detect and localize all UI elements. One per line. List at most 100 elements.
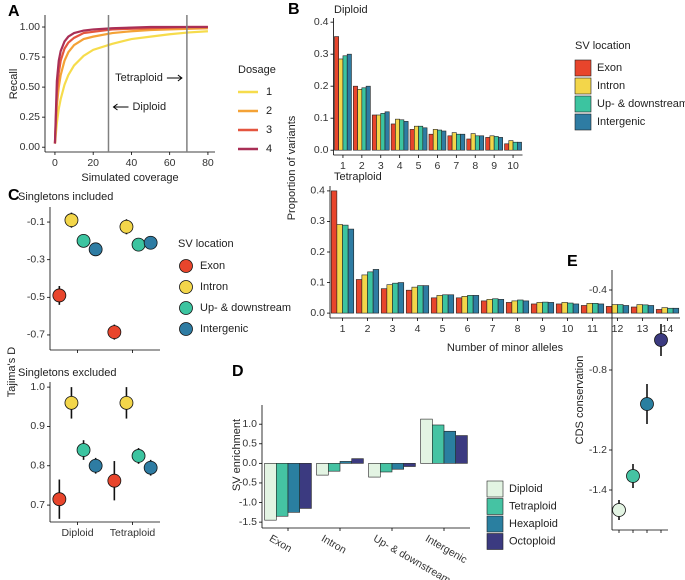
y-axis-label: Recall bbox=[8, 69, 20, 100]
x-tick-label: 20 bbox=[87, 157, 99, 169]
bar bbox=[422, 285, 430, 314]
x-tick-label: 5 bbox=[440, 323, 446, 335]
x-tick-label: 0 bbox=[52, 157, 58, 169]
legend-swatch bbox=[486, 498, 504, 515]
bar bbox=[561, 302, 568, 314]
bar bbox=[380, 288, 388, 314]
bar bbox=[455, 435, 468, 464]
bar bbox=[630, 306, 638, 314]
bar bbox=[472, 295, 480, 314]
x-tick-label: 8 bbox=[515, 323, 521, 335]
panel-label: A bbox=[8, 3, 20, 20]
x-tick-label: Intron bbox=[319, 533, 348, 557]
bar bbox=[436, 295, 443, 314]
bar bbox=[365, 85, 371, 151]
bar bbox=[399, 119, 405, 151]
arrow bbox=[112, 103, 129, 111]
legend-title: SV location bbox=[575, 40, 631, 52]
bar bbox=[327, 463, 341, 472]
bar bbox=[330, 190, 338, 314]
line-series bbox=[53, 27, 208, 144]
bar bbox=[409, 129, 415, 151]
bar bbox=[334, 36, 339, 151]
legend-label: Up- & downstream bbox=[200, 302, 291, 314]
bar bbox=[460, 133, 466, 151]
y-tick-label: -0.5 bbox=[27, 291, 45, 303]
y-tick-label: -0.8 bbox=[589, 364, 607, 376]
point bbox=[88, 242, 103, 257]
bar bbox=[572, 303, 580, 314]
point bbox=[131, 449, 146, 463]
legend-label: Up- & downstream bbox=[597, 98, 685, 110]
y-tick-label: -1.5 bbox=[239, 516, 257, 528]
x-tick-label: 3 bbox=[378, 160, 384, 172]
bar bbox=[355, 279, 363, 314]
x-tick-label: Intergenic bbox=[423, 533, 469, 566]
point bbox=[143, 235, 158, 250]
bar bbox=[405, 289, 413, 314]
bar bbox=[346, 53, 352, 151]
y-tick-label: 0.00 bbox=[20, 141, 41, 153]
y-tick-label: -1.0 bbox=[239, 496, 257, 508]
bar bbox=[368, 463, 381, 478]
bar bbox=[622, 305, 630, 314]
bar bbox=[580, 305, 588, 314]
legend-title: Dosage bbox=[238, 64, 276, 76]
bar bbox=[351, 458, 364, 464]
x-tick-label: 8 bbox=[472, 160, 478, 172]
bar bbox=[486, 299, 493, 314]
bar bbox=[353, 85, 358, 151]
x-tick-label: 4 bbox=[415, 323, 421, 335]
bar bbox=[338, 58, 344, 151]
bar bbox=[489, 135, 495, 151]
bar bbox=[379, 463, 393, 473]
y-tick-label: -0.3 bbox=[27, 253, 45, 265]
bar bbox=[386, 284, 393, 314]
x-tick-label: Diploid bbox=[61, 527, 93, 539]
x-axis-label: Simulated coverage bbox=[81, 172, 178, 184]
y-tick-label: -0.1 bbox=[27, 216, 45, 228]
legend-label: 3 bbox=[266, 124, 272, 136]
bar bbox=[397, 282, 405, 314]
y-tick-label: 0.7 bbox=[30, 499, 45, 511]
legend-swatch bbox=[574, 59, 592, 77]
bar bbox=[611, 304, 618, 314]
chart-panel: B Diploid Proportion of variants 0.0 0.1 0.2 0… bbox=[286, 1, 685, 220]
chart-title: Singletons excluded bbox=[18, 367, 116, 379]
bar bbox=[443, 430, 456, 464]
y-tick-label: 0.50 bbox=[20, 81, 41, 93]
chart-panel: D SV enrichment -1.5 -1.0 -0.5 0.0 0.5 1.0 Exon I… bbox=[231, 363, 558, 580]
bar bbox=[361, 274, 368, 314]
bar bbox=[428, 133, 434, 151]
point bbox=[52, 288, 67, 303]
bar bbox=[395, 118, 400, 151]
y-tick-label: 0.2 bbox=[310, 246, 325, 258]
bar bbox=[461, 296, 468, 314]
bar bbox=[391, 463, 404, 470]
bar bbox=[357, 89, 363, 151]
legend-label: Exon bbox=[597, 62, 622, 74]
bar bbox=[567, 302, 574, 314]
bar bbox=[536, 302, 543, 314]
y-tick-label: -0.4 bbox=[589, 284, 607, 296]
bar bbox=[547, 302, 555, 314]
bar bbox=[617, 304, 624, 314]
bar bbox=[480, 300, 488, 314]
bar bbox=[466, 138, 472, 151]
y-tick-label: 1.00 bbox=[20, 21, 41, 33]
legend-label: 1 bbox=[266, 86, 272, 98]
y-tick-label: 0.9 bbox=[30, 420, 45, 432]
bar bbox=[479, 135, 485, 151]
legend-swatch bbox=[179, 280, 193, 294]
bar bbox=[411, 286, 418, 314]
y-axis-label: Tajima's D bbox=[6, 347, 18, 397]
point bbox=[76, 443, 91, 457]
x-tick-label: Tetraploid bbox=[110, 527, 156, 539]
panel-label: C bbox=[8, 187, 20, 204]
y-tick-label: 0.4 bbox=[314, 16, 329, 28]
x-tick-label: 14 bbox=[662, 323, 674, 335]
legend-swatch bbox=[574, 95, 592, 113]
bar bbox=[380, 113, 386, 151]
bar bbox=[361, 87, 367, 151]
bar bbox=[447, 135, 453, 151]
